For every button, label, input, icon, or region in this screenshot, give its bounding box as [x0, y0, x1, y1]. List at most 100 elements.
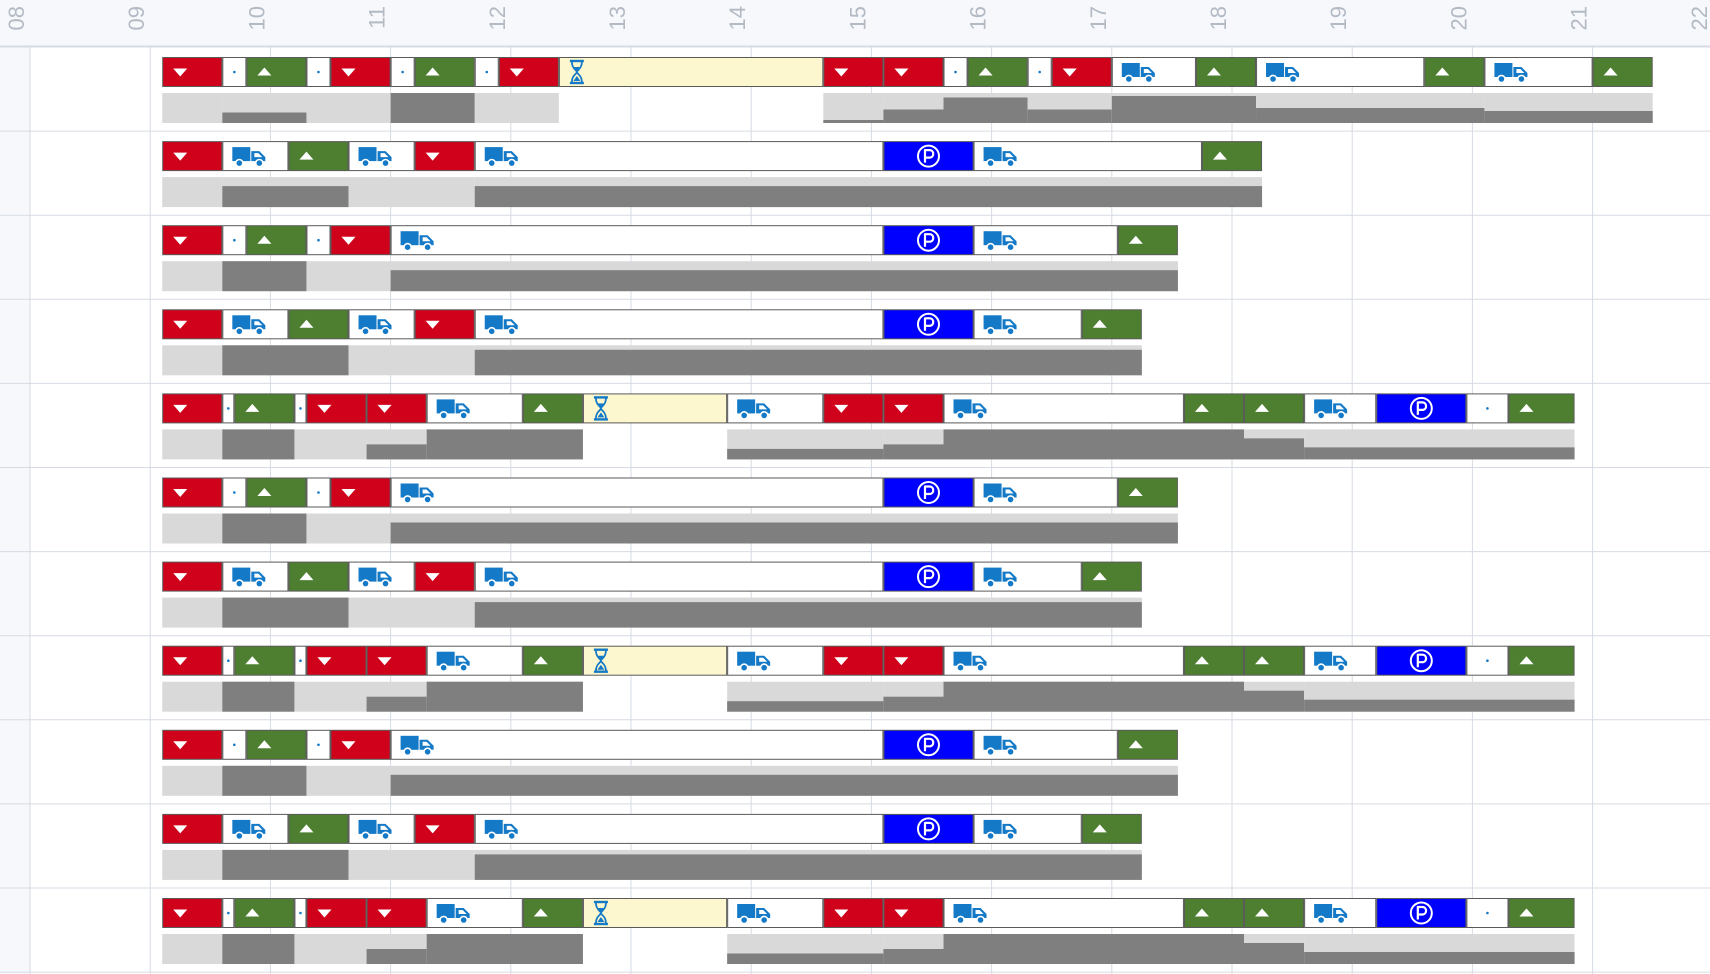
segment-park[interactable]: [883, 225, 974, 256]
route-row[interactable]: [162, 729, 1178, 796]
segment-stop[interactable]: [222, 729, 247, 760]
segment-unload[interactable]: [883, 898, 944, 928]
segment-stop[interactable]: [222, 393, 235, 424]
segment-drive[interactable]: [426, 645, 523, 676]
route-row[interactable]: [162, 393, 1575, 460]
segment-load[interactable]: [1081, 813, 1142, 844]
segment-wait[interactable]: [582, 898, 728, 928]
segment-unload[interactable]: [162, 729, 223, 760]
segment-park[interactable]: [1376, 645, 1467, 676]
segment-load[interactable]: [246, 225, 307, 256]
route-row[interactable]: [162, 57, 1653, 124]
segment-unload[interactable]: [162, 813, 223, 844]
segment-drive[interactable]: [222, 561, 289, 592]
segment-drive[interactable]: [474, 141, 884, 172]
segment-drive[interactable]: [348, 561, 415, 592]
segment-park[interactable]: [1376, 393, 1467, 424]
segment-park[interactable]: [883, 477, 974, 508]
segment-wait[interactable]: [582, 645, 728, 676]
segment-drive[interactable]: [1304, 393, 1377, 424]
segment-stop[interactable]: [294, 645, 307, 676]
segment-unload[interactable]: [330, 729, 391, 760]
segment-load[interactable]: [1244, 645, 1305, 676]
segment-unload[interactable]: [306, 393, 367, 424]
segment-unload[interactable]: [823, 898, 884, 928]
segment-unload[interactable]: [162, 141, 223, 172]
segment-load[interactable]: [1195, 57, 1257, 87]
segment-stop[interactable]: [1466, 645, 1509, 676]
segment-drive[interactable]: [348, 309, 415, 340]
segment-park[interactable]: [883, 309, 974, 340]
segment-stop[interactable]: [222, 645, 235, 676]
segment-load[interactable]: [1244, 898, 1305, 928]
segment-drive[interactable]: [348, 141, 415, 172]
segment-unload[interactable]: [883, 57, 944, 87]
segment-drive[interactable]: [727, 645, 824, 676]
segment-park[interactable]: [883, 561, 974, 592]
segment-unload[interactable]: [330, 477, 391, 508]
segment-load[interactable]: [1117, 225, 1178, 256]
segment-load[interactable]: [288, 309, 349, 340]
segment-drive[interactable]: [727, 393, 824, 424]
segment-unload[interactable]: [330, 225, 391, 256]
segment-unload[interactable]: [823, 57, 884, 87]
segment-wait[interactable]: [558, 57, 824, 87]
segment-load[interactable]: [967, 57, 1028, 87]
segment-unload[interactable]: [330, 57, 391, 87]
segment-park[interactable]: [883, 729, 974, 760]
segment-drive[interactable]: [1256, 57, 1425, 87]
segment-drive[interactable]: [390, 477, 884, 508]
segment-load[interactable]: [1592, 57, 1653, 87]
segment-unload[interactable]: [823, 393, 884, 424]
segment-unload[interactable]: [366, 645, 427, 676]
segment-drive[interactable]: [973, 729, 1118, 760]
route-row[interactable]: [162, 141, 1263, 208]
segment-drive[interactable]: [222, 141, 289, 172]
segment-load[interactable]: [246, 729, 307, 760]
segment-drive[interactable]: [973, 309, 1082, 340]
route-row[interactable]: [162, 813, 1142, 880]
segment-park[interactable]: [883, 141, 974, 172]
segment-load[interactable]: [1201, 141, 1263, 172]
segment-unload[interactable]: [366, 898, 427, 928]
segment-stop[interactable]: [222, 57, 247, 87]
segment-drive[interactable]: [1111, 57, 1196, 87]
route-row[interactable]: [162, 309, 1142, 376]
segment-drive[interactable]: [222, 813, 289, 844]
segment-drive[interactable]: [348, 813, 415, 844]
segment-load[interactable]: [1183, 898, 1245, 928]
segment-park[interactable]: [1376, 898, 1467, 928]
segment-drive[interactable]: [426, 898, 523, 928]
segment-load[interactable]: [1508, 645, 1575, 676]
segment-stop[interactable]: [222, 898, 235, 928]
segment-unload[interactable]: [162, 561, 223, 592]
segment-load[interactable]: [1424, 57, 1485, 87]
segment-drive[interactable]: [727, 898, 824, 928]
segment-stop[interactable]: [294, 393, 307, 424]
segment-stop[interactable]: [222, 477, 247, 508]
segment-unload[interactable]: [162, 393, 223, 424]
segment-unload[interactable]: [498, 57, 559, 87]
segment-stop[interactable]: [1466, 393, 1509, 424]
segment-drive[interactable]: [943, 645, 1184, 676]
segment-unload[interactable]: [306, 645, 367, 676]
segment-unload[interactable]: [162, 645, 223, 676]
segment-load[interactable]: [234, 645, 295, 676]
segment-unload[interactable]: [883, 645, 944, 676]
segment-stop[interactable]: [306, 477, 331, 508]
segment-stop[interactable]: [474, 57, 499, 87]
segment-drive[interactable]: [1304, 898, 1377, 928]
route-row[interactable]: [162, 225, 1178, 292]
segment-load[interactable]: [288, 813, 349, 844]
segment-load[interactable]: [1117, 477, 1178, 508]
segment-drive[interactable]: [973, 477, 1118, 508]
segment-stop[interactable]: [943, 57, 968, 87]
segment-load[interactable]: [1183, 393, 1245, 424]
segment-unload[interactable]: [1051, 57, 1112, 87]
segment-unload[interactable]: [162, 57, 223, 87]
segment-unload[interactable]: [414, 141, 475, 172]
segment-drive[interactable]: [943, 393, 1184, 424]
segment-drive[interactable]: [973, 561, 1082, 592]
segment-load[interactable]: [246, 477, 307, 508]
segment-drive[interactable]: [973, 225, 1118, 256]
